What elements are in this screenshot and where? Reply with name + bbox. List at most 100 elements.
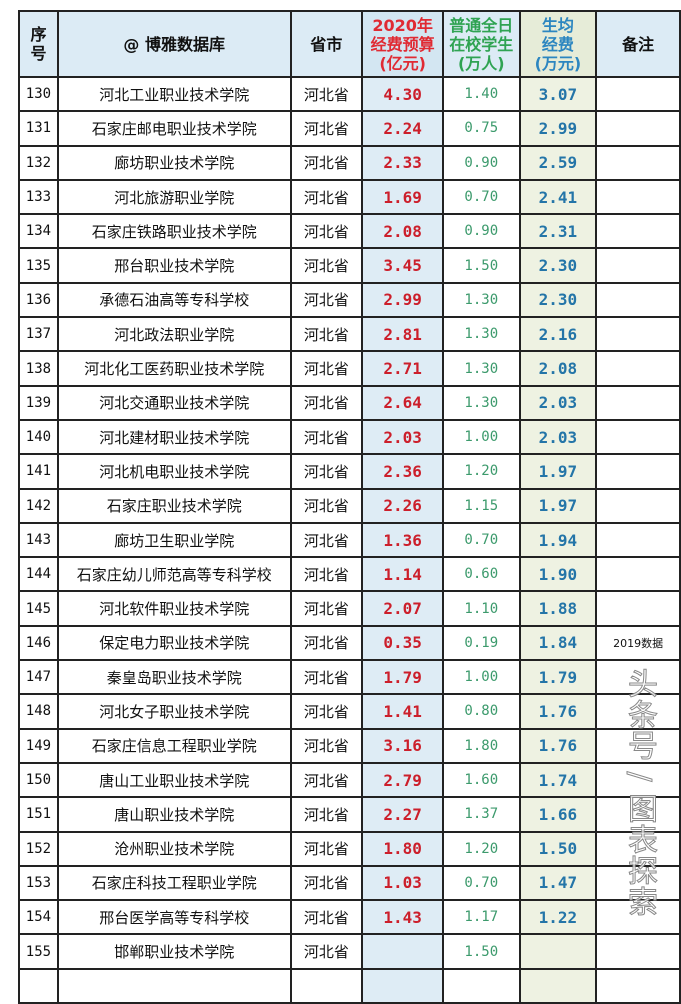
table-row: 155 邯郸职业技术学院 河北省 1.50 bbox=[18, 933, 681, 970]
table-row: 147 秦皇岛职业技术学院 河北省 1.79 1.00 1.79 bbox=[18, 659, 681, 696]
cell-students: 1.40 bbox=[441, 75, 521, 113]
cell-avg: 2.59 bbox=[518, 144, 598, 181]
cell-prov: 河北省 bbox=[289, 624, 364, 662]
table-row: 148 河北女子职业技术学院 河北省 1.41 0.80 1.76 bbox=[18, 693, 681, 730]
cell-prov: 河北省 bbox=[289, 727, 364, 764]
cell-no: 154 bbox=[18, 899, 59, 936]
cell-note bbox=[595, 864, 681, 902]
cell-prov: 河北省 bbox=[289, 247, 364, 284]
cell-no: 150 bbox=[18, 761, 59, 799]
cell-name: 河北机电职业技术学院 bbox=[56, 453, 292, 490]
cell-avg: 2.99 bbox=[518, 110, 598, 147]
cell-prov: 河北省 bbox=[289, 384, 364, 421]
cell-note bbox=[595, 796, 681, 833]
cell-avg: 1.88 bbox=[518, 590, 598, 627]
cell-no: 135 bbox=[18, 247, 59, 284]
cell-students: 1.50 bbox=[441, 247, 521, 284]
cell-avg: 2.16 bbox=[518, 316, 598, 353]
cell-prov: 河北省 bbox=[289, 659, 364, 696]
cell-note bbox=[595, 933, 681, 970]
cell-no: 134 bbox=[18, 213, 59, 250]
cell-avg: 3.07 bbox=[518, 75, 598, 113]
cell-no: 144 bbox=[18, 556, 59, 593]
cell-prov: 河北省 bbox=[289, 144, 364, 181]
cell-name: 河北女子职业技术学院 bbox=[56, 693, 292, 730]
cell-no: 139 bbox=[18, 384, 59, 421]
cell-prov: 河北省 bbox=[289, 487, 364, 524]
table-row: 131 石家庄邮电职业技术学院 河北省 2.24 0.75 2.99 bbox=[18, 110, 681, 147]
cell-budget: 2.24 bbox=[361, 110, 444, 147]
header-no: 序 号 bbox=[18, 10, 59, 78]
cell-budget: 1.41 bbox=[361, 693, 444, 730]
cell-students: 0.19 bbox=[441, 624, 521, 662]
header-note: 备注 bbox=[595, 10, 681, 78]
table-row: 132 廊坊职业技术学院 河北省 2.33 0.90 2.59 bbox=[18, 144, 681, 181]
cell-name: 石家庄铁路职业技术学院 bbox=[56, 213, 292, 250]
table-row: 139 河北交通职业技术学院 河北省 2.64 1.30 2.03 bbox=[18, 384, 681, 421]
cell-prov: 河北省 bbox=[289, 933, 364, 970]
cell-budget: 2.08 bbox=[361, 213, 444, 250]
cell-name: 唐山工业职业技术学院 bbox=[56, 761, 292, 799]
cell-prov: 河北省 bbox=[289, 75, 364, 113]
table-row: 150 唐山工业职业技术学院 河北省 2.79 1.60 1.74 bbox=[18, 761, 681, 799]
table-row: 149 石家庄信息工程职业学院 河北省 3.16 1.80 1.76 bbox=[18, 727, 681, 764]
cell-avg: 1.97 bbox=[518, 453, 598, 490]
cell-students: 1.30 bbox=[441, 384, 521, 421]
cell-note bbox=[595, 761, 681, 799]
table-row: 138 河北化工医药职业技术学院 河北省 2.71 1.30 2.08 bbox=[18, 350, 681, 387]
table-row: 130 河北工业职业技术学院 河北省 4.30 1.40 3.07 bbox=[18, 75, 681, 113]
table-row: 134 石家庄铁路职业技术学院 河北省 2.08 0.90 2.31 bbox=[18, 213, 681, 250]
cell-name: 承德石油高等专科学校 bbox=[56, 281, 292, 319]
cell-note bbox=[595, 75, 681, 113]
cell-no: 153 bbox=[18, 864, 59, 902]
cell-students: 1.20 bbox=[441, 830, 521, 867]
cell-note bbox=[595, 693, 681, 730]
cell-budget: 2.27 bbox=[361, 796, 444, 833]
cell-note bbox=[595, 213, 681, 250]
table-row: 154 邢台医学高等专科学校 河北省 1.43 1.17 1.22 bbox=[18, 899, 681, 936]
table-row: 146 保定电力职业技术学院 河北省 0.35 0.19 1.84 2019数据 bbox=[18, 624, 681, 662]
table-row: 145 河北软件职业技术学院 河北省 2.07 1.10 1.88 bbox=[18, 590, 681, 627]
cell-avg: 2.31 bbox=[518, 213, 598, 250]
cell-students: 0.70 bbox=[441, 864, 521, 902]
cell-prov: 河北省 bbox=[289, 899, 364, 936]
cell-note bbox=[595, 178, 681, 216]
cell-name: 河北旅游职业学院 bbox=[56, 178, 292, 216]
header-province: 省市 bbox=[289, 10, 364, 78]
cell-students: 0.80 bbox=[441, 693, 521, 730]
cell-prov: 河北省 bbox=[289, 693, 364, 730]
cell-name: 河北交通职业技术学院 bbox=[56, 384, 292, 421]
cell-name: 邢台职业技术学院 bbox=[56, 247, 292, 284]
table-row: 153 石家庄科技工程职业学院 河北省 1.03 0.70 1.47 bbox=[18, 864, 681, 902]
cell-budget: 2.26 bbox=[361, 487, 444, 524]
cell-budget: 1.69 bbox=[361, 178, 444, 216]
table-row: 143 廊坊卫生职业学院 河北省 1.36 0.70 1.94 bbox=[18, 521, 681, 559]
cell-students: 1.60 bbox=[441, 761, 521, 799]
cell-no: 146 bbox=[18, 624, 59, 662]
cell-note bbox=[595, 144, 681, 181]
cell-avg: 2.30 bbox=[518, 247, 598, 284]
cell-prov: 河北省 bbox=[289, 864, 364, 902]
cell-prov: 河北省 bbox=[289, 178, 364, 216]
cell-name: 邢台医学高等专科学校 bbox=[56, 899, 292, 936]
table-row: 133 河北旅游职业学院 河北省 1.69 0.70 2.41 bbox=[18, 178, 681, 216]
table-row: 142 石家庄职业技术学院 河北省 2.26 1.15 1.97 bbox=[18, 487, 681, 524]
cell-no: 145 bbox=[18, 590, 59, 627]
cell-budget: 2.81 bbox=[361, 316, 444, 353]
cell-name: 河北软件职业技术学院 bbox=[56, 590, 292, 627]
cell-avg bbox=[518, 933, 598, 970]
cell-prov: 河北省 bbox=[289, 830, 364, 867]
cell-no: 141 bbox=[18, 453, 59, 490]
cell-budget: 1.36 bbox=[361, 521, 444, 559]
cell-note bbox=[595, 418, 681, 456]
table-row: 135 邢台职业技术学院 河北省 3.45 1.50 2.30 bbox=[18, 247, 681, 284]
cell-students: 0.75 bbox=[441, 110, 521, 147]
cell-avg: 2.03 bbox=[518, 418, 598, 456]
cell-no: 140 bbox=[18, 418, 59, 456]
cell-avg: 1.84 bbox=[518, 624, 598, 662]
cell-note bbox=[595, 453, 681, 490]
table-row: 151 唐山职业技术学院 河北省 2.27 1.37 1.66 bbox=[18, 796, 681, 833]
cell-prov: 河北省 bbox=[289, 316, 364, 353]
cell-name: 沧州职业技术学院 bbox=[56, 830, 292, 867]
cell-name: 廊坊职业技术学院 bbox=[56, 144, 292, 181]
